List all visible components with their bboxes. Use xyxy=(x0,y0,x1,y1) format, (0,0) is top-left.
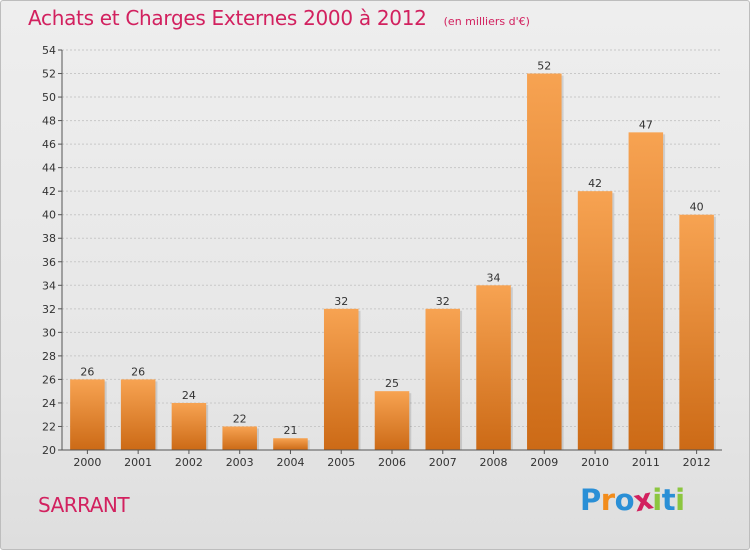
y-tick-label: 28 xyxy=(42,350,56,363)
bar-value-label: 22 xyxy=(233,412,247,425)
bar-2006 xyxy=(374,391,410,450)
bar-value-label: 24 xyxy=(182,389,196,402)
bar-value-label: 42 xyxy=(588,177,602,190)
x-tick-label: 2007 xyxy=(429,456,457,469)
labels-layer: 20 22 24 26 28 30 32 34 36 38 40 42 44 46 48 50 52 54 26 20… xyxy=(42,44,711,469)
proxiti-logo[interactable]: Proxiti xyxy=(580,481,685,518)
x-tick-label: 2012 xyxy=(683,456,711,469)
logo-letter: i xyxy=(675,483,685,517)
bar-2007 xyxy=(425,308,461,450)
y-tick-label: 54 xyxy=(42,44,56,57)
bar-2000 xyxy=(70,379,105,450)
bar-value-label: 40 xyxy=(690,201,704,214)
bar-value-label: 25 xyxy=(385,377,399,390)
x-tick-label: 2003 xyxy=(226,456,254,469)
y-tick-label: 24 xyxy=(42,397,56,410)
logo-letter: i xyxy=(652,483,662,517)
bar-value-label: 52 xyxy=(537,60,551,73)
y-tick-label: 34 xyxy=(42,279,56,292)
x-tick-label: 2005 xyxy=(327,456,355,469)
y-tick-label: 44 xyxy=(42,162,56,175)
title-row: Achats et Charges Externes 2000 à 2012 (… xyxy=(28,6,530,30)
bar-2008 xyxy=(476,285,511,450)
x-tick-label: 2001 xyxy=(124,456,152,469)
bar-2009 xyxy=(527,73,562,450)
y-tick-label: 22 xyxy=(42,420,56,433)
bar-2002 xyxy=(171,402,207,450)
y-tick-label: 42 xyxy=(42,185,56,198)
bar-value-label: 47 xyxy=(639,118,653,131)
logo-letter: P xyxy=(580,483,601,517)
chart-title: Achats et Charges Externes 2000 à 2012 xyxy=(28,6,427,30)
x-tick-label: 2011 xyxy=(632,456,660,469)
bar-2011 xyxy=(628,132,664,450)
y-tick-label: 30 xyxy=(42,326,56,339)
x-tick-label: 2009 xyxy=(530,456,558,469)
bar-value-label: 32 xyxy=(334,295,348,308)
x-tick-label: 2010 xyxy=(581,456,609,469)
y-tick-label: 46 xyxy=(42,138,56,151)
y-tick-label: 48 xyxy=(42,115,56,128)
bar-value-label: 26 xyxy=(131,365,145,378)
bar-2001 xyxy=(120,379,156,450)
axis-layer xyxy=(58,49,722,454)
x-tick-label: 2000 xyxy=(73,456,101,469)
bar-2003 xyxy=(222,426,257,450)
bar-2005 xyxy=(323,308,359,450)
y-tick-label: 26 xyxy=(42,373,56,386)
x-tick-label: 2004 xyxy=(276,456,304,469)
logo-letter: t xyxy=(661,483,676,517)
bar-value-label: 21 xyxy=(283,424,297,437)
bar-value-label: 34 xyxy=(487,271,501,284)
y-tick-label: 32 xyxy=(42,303,56,316)
x-tick-label: 2006 xyxy=(378,456,406,469)
logo-letter: r xyxy=(600,483,615,517)
bars-layer xyxy=(70,73,716,451)
bar-value-label: 26 xyxy=(80,365,94,378)
bar-2012 xyxy=(679,214,714,450)
bar-value-label: 32 xyxy=(436,295,450,308)
y-tick-label: 40 xyxy=(42,209,56,222)
x-tick-label: 2002 xyxy=(175,456,203,469)
logo-letter: o xyxy=(614,483,635,517)
x-tick-label: 2008 xyxy=(480,456,508,469)
bar-2004 xyxy=(273,438,308,450)
y-tick-label: 52 xyxy=(42,68,56,81)
y-tick-label: 38 xyxy=(42,232,56,245)
bar-2010 xyxy=(577,191,613,451)
y-tick-label: 20 xyxy=(42,444,56,457)
y-tick-label: 36 xyxy=(42,256,56,269)
commune-name: SARRANT xyxy=(38,493,130,517)
y-tick-label: 50 xyxy=(42,91,56,104)
chart-unit: (en milliers d'€) xyxy=(443,15,530,28)
